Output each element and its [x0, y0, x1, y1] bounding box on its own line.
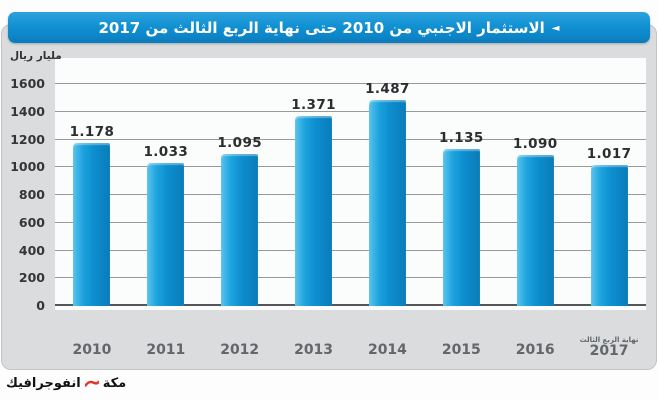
gridline: [55, 277, 646, 279]
gridline: [55, 110, 646, 112]
gridline: [55, 221, 646, 223]
plot-area: 1.178 1.033 1.095 1.371 1.487 1.135 1.090 1.017: [55, 58, 646, 310]
x-tick-year: 2011: [146, 342, 186, 358]
bar-value-label: 1.090: [512, 135, 558, 152]
x-tick-2017: نهاية الربع الثالث 2017: [572, 336, 646, 370]
bar-value-label: 1.017: [586, 145, 632, 162]
y-tick-label: 800: [18, 187, 45, 202]
bar-value-label: 1.095: [217, 135, 263, 152]
x-tick-2016: 2016: [498, 336, 572, 370]
gridline: [55, 166, 646, 168]
y-tick-label: 0: [36, 298, 45, 313]
chart-title-bar: ◄ الاستثمار الاجنبي من 2010 حتى نهاية ال…: [8, 12, 650, 43]
x-tick-year: 2012: [220, 342, 260, 358]
x-tick-year: 2013: [294, 342, 334, 358]
y-tick-label: 600: [18, 214, 45, 230]
bar-value-label: 1.487: [365, 80, 410, 97]
x-tick-year: 2017: [589, 343, 629, 359]
y-tick-label: 1000: [10, 159, 45, 175]
gridline: [55, 83, 646, 84]
x-tick-year: 2015: [441, 342, 481, 358]
bar-2011: [147, 162, 185, 306]
y-tick-label: 1400: [10, 103, 45, 119]
bar-value-label: 1.371: [291, 96, 336, 113]
credit-label: انفوجرافيك: [6, 375, 81, 391]
plot-scale: 1.178 1.033 1.095 1.371 1.487 1.135 1.090 1.017: [55, 80, 646, 306]
left-triangle-icon: ◄: [551, 22, 560, 34]
bar-2015: [442, 148, 480, 306]
x-axis-baseline: [55, 304, 646, 306]
gridline: [55, 249, 646, 251]
bar-value-label: 1.033: [143, 143, 189, 160]
bar-2014: [368, 99, 406, 306]
x-axis-labels: 2010 2011 2012 2013 2014 2015 2016 نهاية الربع …: [55, 336, 646, 370]
bar-value-label: 1.135: [438, 129, 484, 146]
bar-2013: [295, 115, 333, 306]
bar-2016: [516, 154, 554, 306]
red-swoosh-icon: [84, 380, 99, 387]
bar-2010: [73, 142, 111, 306]
bar-2012: [221, 154, 259, 306]
y-axis-ticks: 0 200 400 600 800 1000 1200 1400 1600: [0, 76, 47, 313]
bar-value-label: 1.178: [69, 123, 115, 140]
x-tick-year: 2010: [72, 342, 112, 358]
gridline: [55, 194, 646, 195]
y-axis-unit-label: مليار ريال: [10, 50, 62, 62]
x-tick-2010: 2010: [55, 336, 129, 370]
y-tick-label: 1600: [10, 76, 45, 91]
x-tick-note: نهاية الربع الثالث: [579, 336, 639, 344]
y-tick-label: 400: [18, 242, 45, 258]
y-tick-label: 200: [18, 270, 45, 286]
x-tick-2014: 2014: [351, 336, 425, 370]
gridline: [55, 138, 646, 140]
x-tick-year: 2014: [367, 342, 407, 358]
y-tick-label: 1200: [10, 131, 45, 147]
x-tick-year: 2016: [515, 342, 555, 358]
x-tick-2015: 2015: [424, 336, 498, 370]
bar-2017: [590, 164, 628, 306]
x-tick-2012: 2012: [203, 336, 277, 370]
source-credit: انفوجرافيك مكة: [6, 373, 126, 393]
x-tick-2011: 2011: [129, 336, 203, 370]
x-tick-2013: 2013: [277, 336, 351, 370]
chart-title: الاستثمار الاجنبي من 2010 حتى نهاية الرب…: [98, 18, 545, 37]
credit-brand: مكة: [102, 375, 127, 391]
